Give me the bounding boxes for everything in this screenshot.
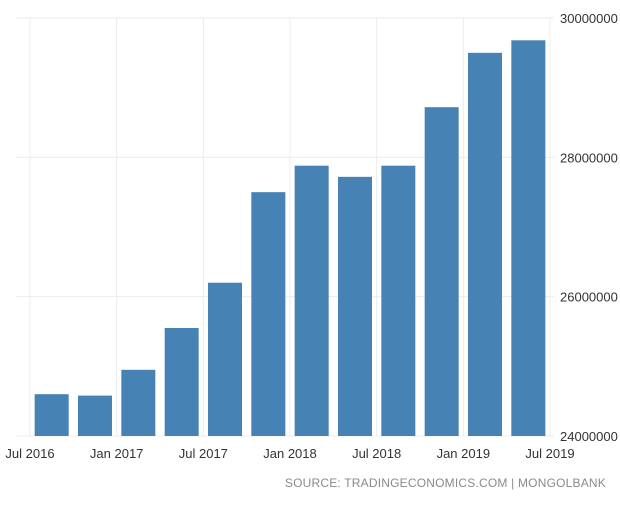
- x-tick-label: Jul 2016: [5, 446, 54, 461]
- bar: [78, 395, 112, 436]
- bar: [251, 192, 286, 436]
- bar: [338, 176, 372, 436]
- y-tick-label: 24000000: [560, 429, 618, 444]
- y-axis-ticks: 24000000 26000000 28000000 30000000: [560, 11, 618, 444]
- bar: [511, 40, 546, 436]
- bar: [468, 52, 502, 436]
- x-tick-label: Jul 2017: [179, 446, 228, 461]
- source-label: SOURCE: TRADINGECONOMICS.COM | MONGOLBAN…: [284, 476, 606, 490]
- x-tick-label: Jan 2017: [90, 446, 144, 461]
- bar: [121, 369, 156, 436]
- bar: [424, 107, 459, 436]
- x-tick-label: Jul 2019: [525, 446, 574, 461]
- bar: [34, 394, 69, 436]
- x-tick-label: Jul 2018: [352, 446, 401, 461]
- bar: [164, 328, 199, 436]
- x-tick-label: Jan 2019: [437, 446, 491, 461]
- y-tick-label: 28000000: [560, 150, 618, 165]
- x-tick-label: Jan 2018: [263, 446, 317, 461]
- bar: [208, 282, 242, 436]
- bar: [381, 165, 416, 436]
- x-axis-ticks: Jul 2016 Jan 2017 Jul 2017 Jan 2018 Jul 2018…: [5, 446, 574, 461]
- y-tick-label: 26000000: [560, 290, 618, 305]
- y-tick-label: 30000000: [560, 11, 618, 26]
- grid-lines: [16, 17, 554, 437]
- bar: [294, 165, 329, 436]
- bars: [34, 40, 546, 436]
